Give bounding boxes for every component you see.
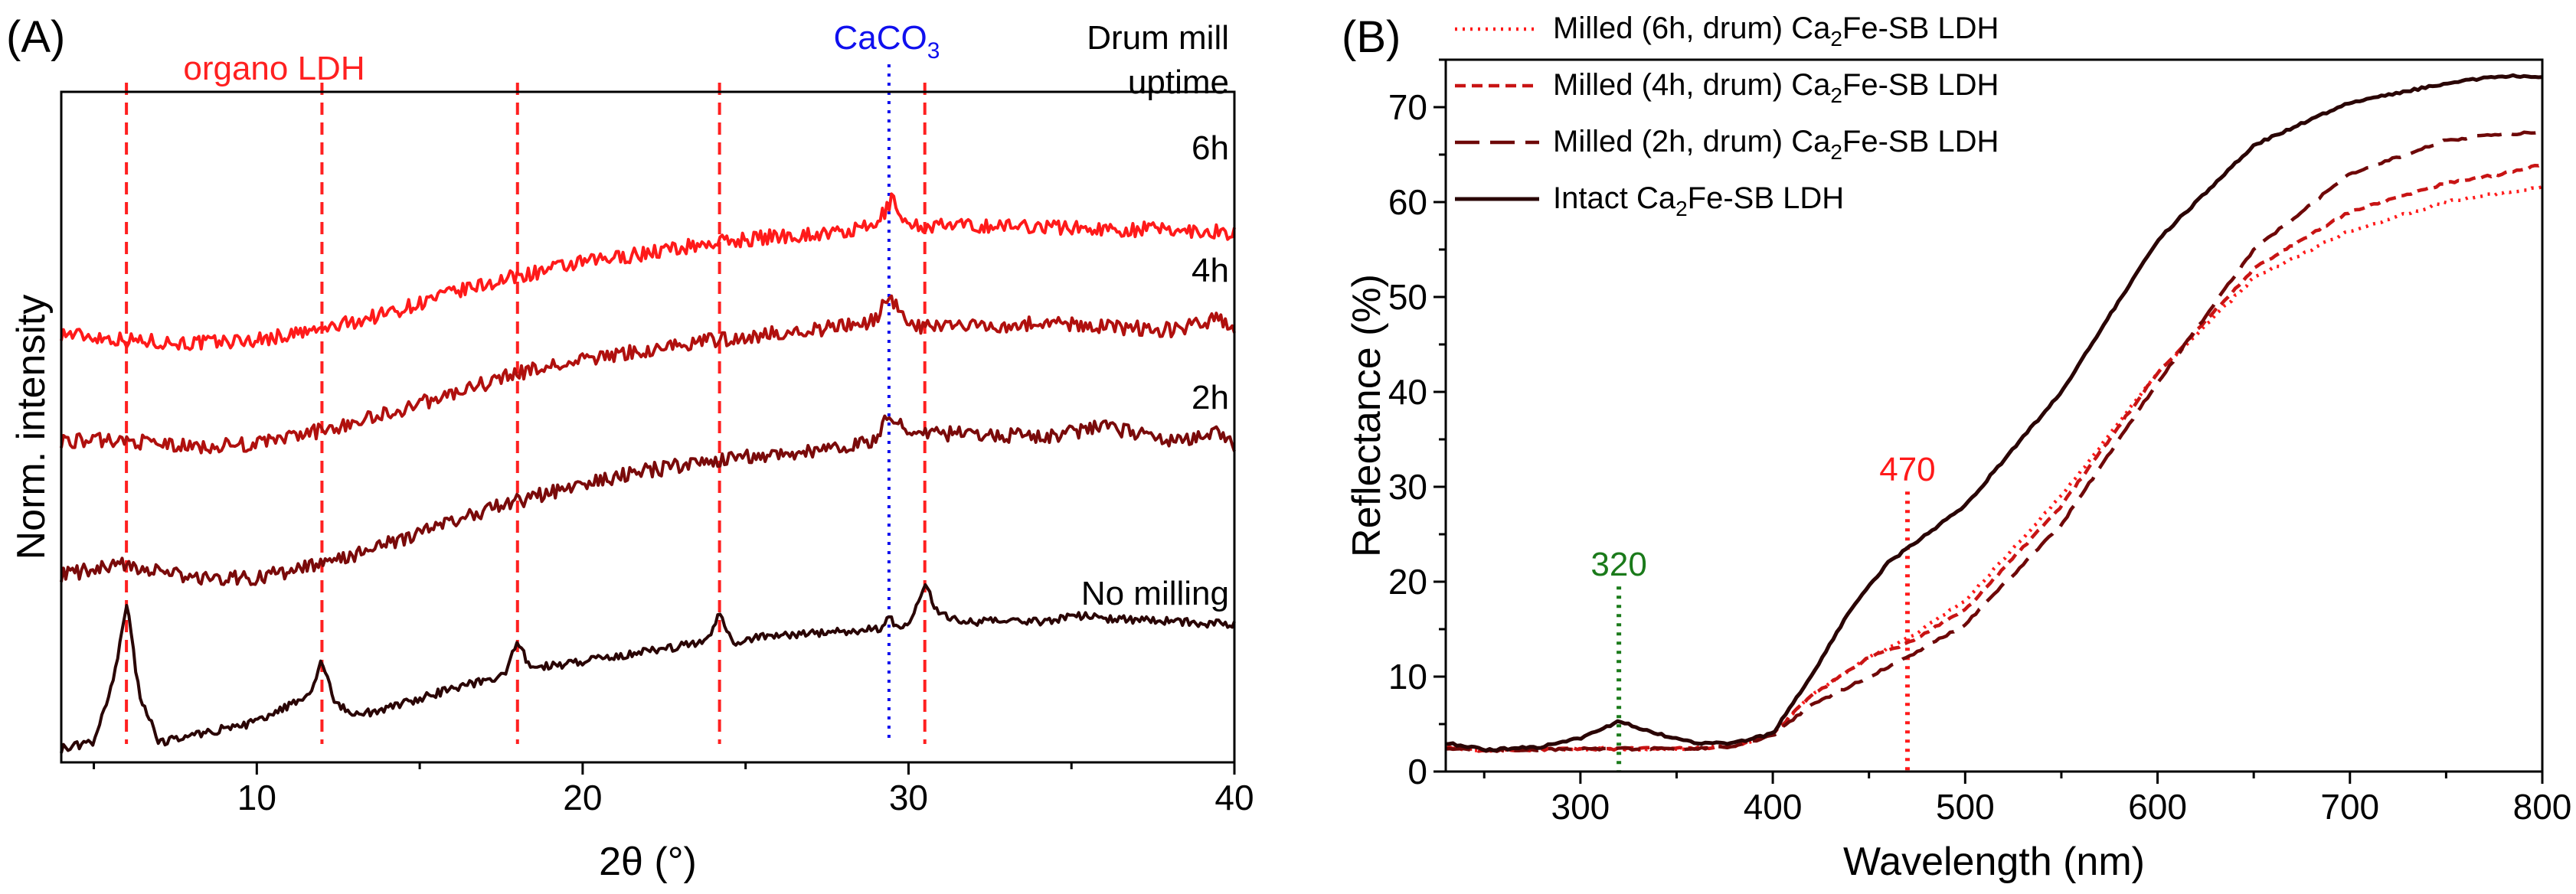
x-tick-label-300: 300	[1551, 787, 1610, 827]
series-line-no-milling	[60, 583, 1236, 754]
legend-label-0: Milled (6h, drum) Ca2Fe-SB LDH	[1553, 11, 1999, 51]
panel-b-x-axis-title: Wavelength (nm)	[1843, 840, 2145, 884]
x-tick-label-600: 600	[2128, 787, 2187, 827]
series-label-no-milling: No milling	[1081, 575, 1229, 612]
x-tick-label-500: 500	[1936, 787, 1995, 827]
y-tick-label-0: 0	[1407, 752, 1427, 791]
y-tick-label-50: 50	[1388, 277, 1427, 317]
panel-b-frame	[1444, 58, 2544, 773]
organo-ldh-label: organo LDH	[183, 50, 364, 87]
series-line-4h	[60, 294, 1236, 455]
series-label-4h: 4h	[1192, 252, 1229, 289]
panel-b-legend: Milled (6h, drum) Ca2Fe-SB LDH Milled (4h…	[1455, 11, 1999, 220]
y-tick-label-20: 20	[1388, 562, 1427, 602]
reflectance-series-3	[1445, 73, 2543, 753]
y-tick-label-10: 10	[1388, 657, 1427, 697]
panel-b-series	[1444, 73, 2544, 753]
panel-b-y-ticks: 0 10 20 30 40 50 60 70	[1388, 58, 1446, 791]
x-tick-label-700: 700	[2320, 787, 2379, 827]
marker-label-470: 470	[1879, 451, 1935, 488]
panel-a-x-axis-title: 2θ (°)	[599, 840, 697, 884]
panel-a: (A) 10 20 30 40 2θ (°) Norm. intensity Drum…	[6, 12, 1254, 884]
caco3-label-subscript: 3	[927, 38, 940, 64]
series-line-2h	[60, 414, 1236, 586]
reflectance-series-2	[1445, 130, 2543, 753]
caco3-label: CaCO3	[834, 19, 940, 64]
panel-b: (B) 320 470 300 400 500 600 700 800 0 10 20 30 40 5…	[1342, 11, 2571, 884]
y-tick-label-70: 70	[1388, 87, 1427, 127]
offset-header-line-1: Drum mill	[1087, 19, 1229, 57]
legend-label-1: Milled (4h, drum) Ca2Fe-SB LDH	[1553, 68, 1999, 107]
series-line-6h	[60, 192, 1236, 351]
y-tick-label-30: 30	[1388, 467, 1427, 507]
panel-a-y-axis-title: Norm. intensity	[9, 295, 54, 560]
panel-b-markers: 320 470	[1590, 451, 1936, 772]
panel-a-label: (A)	[6, 12, 65, 62]
x-tick-label-40: 40	[1214, 778, 1254, 817]
panel-a-series-labels: 6h 4h 2h No milling	[1081, 129, 1229, 612]
x-tick-label-20: 20	[563, 778, 602, 817]
x-tick-label-30: 30	[889, 778, 928, 817]
y-tick-label-40: 40	[1388, 372, 1427, 412]
panel-b-label: (B)	[1342, 12, 1401, 62]
panel-a-series	[60, 192, 1236, 754]
y-tick-label-60: 60	[1388, 182, 1427, 222]
caco3-label-main: CaCO	[834, 19, 927, 57]
panel-a-reference-lines	[125, 64, 927, 744]
series-label-2h: 2h	[1192, 379, 1229, 416]
panel-b-x-ticks: 300 400 500 600 700 800	[1483, 772, 2572, 827]
x-tick-label-400: 400	[1744, 787, 1803, 827]
reflectance-series-0	[1445, 184, 2543, 753]
legend-label-3: Intact Ca2Fe-SB LDH	[1553, 181, 1844, 220]
marker-label-320: 320	[1590, 546, 1646, 583]
legend-label-2: Milled (2h, drum) Ca2Fe-SB LDH	[1553, 125, 1999, 164]
panel-a-frame	[60, 90, 1236, 764]
panel-a-x-ticks: 10 20 30 40	[93, 762, 1254, 817]
reflectance-series-1	[1444, 162, 2544, 753]
offset-header-line-2: uptime	[1128, 64, 1229, 101]
x-tick-label-800: 800	[2513, 787, 2572, 827]
series-label-6h: 6h	[1192, 129, 1229, 167]
x-tick-label-10: 10	[237, 778, 276, 817]
panel-b-y-axis-title: Reflectance (%)	[1345, 274, 1389, 557]
